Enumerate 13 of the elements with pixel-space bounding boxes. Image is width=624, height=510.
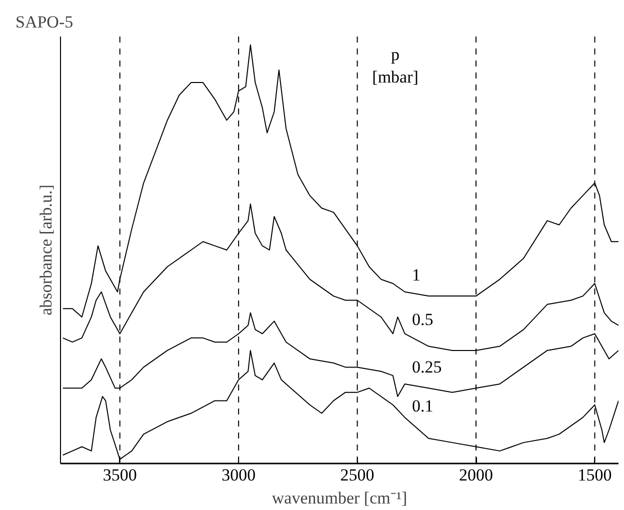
series-label: 0.1 (412, 396, 434, 416)
chart-title: SAPO-5 (16, 12, 74, 32)
series-label: 0.25 (412, 358, 442, 377)
x-tick-label: 2500 (340, 466, 374, 484)
x-tick-label: 2000 (459, 466, 494, 484)
x-tick-label: 3000 (222, 466, 256, 484)
x-tick-label: 3500 (102, 466, 137, 484)
legend-title: p [mbar] (372, 44, 418, 87)
y-axis-title: absorbance [arb.u.] (36, 184, 56, 316)
x-tick-label: 1500 (578, 466, 612, 484)
series-label: 0.5 (412, 310, 434, 329)
x-axis-title: wavenumber [cm⁻¹] (272, 488, 408, 508)
series-label: 1 (412, 266, 421, 285)
